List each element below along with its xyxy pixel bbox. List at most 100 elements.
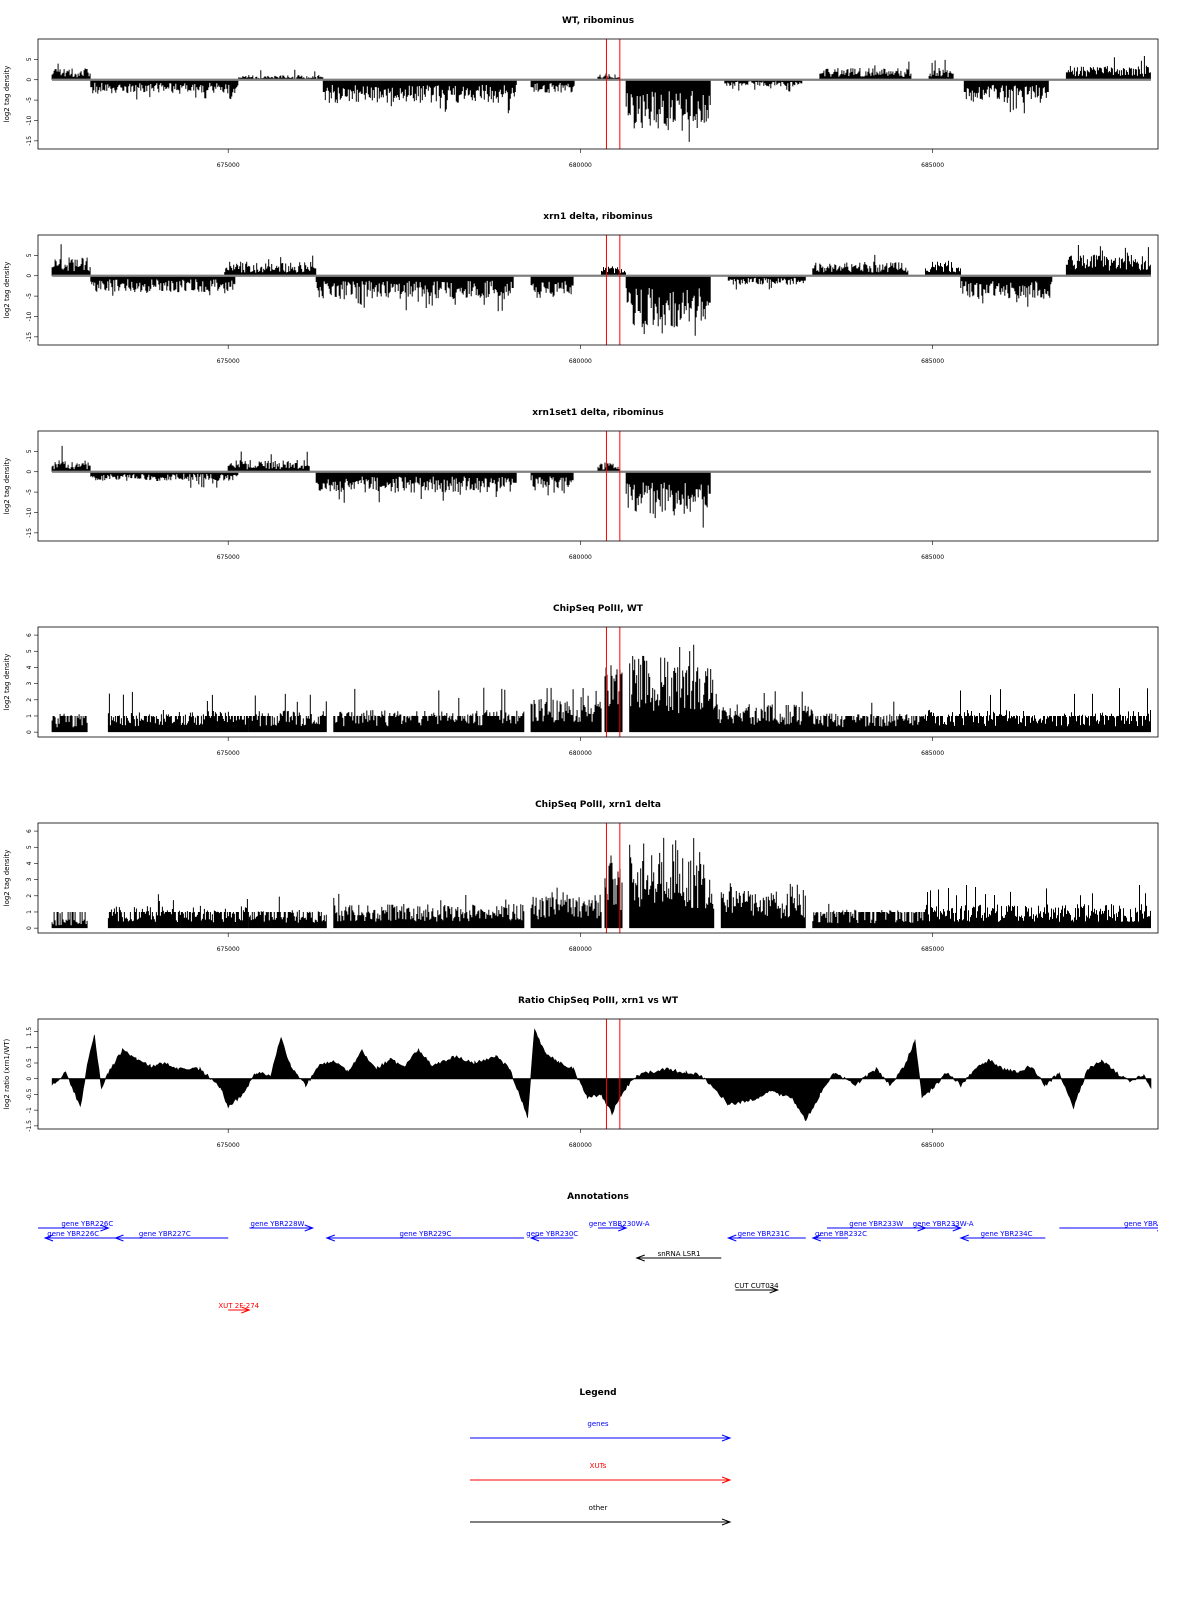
y-tick-label: 1 bbox=[26, 910, 33, 914]
legend-label: genes bbox=[587, 1420, 608, 1428]
x-tick-label: 680000 bbox=[569, 554, 592, 561]
feature-label: gene YBR227C bbox=[139, 1230, 191, 1238]
y-tick-label: -15 bbox=[26, 332, 33, 342]
density-bars-7 bbox=[625, 275, 711, 336]
x-tick-label: 675000 bbox=[217, 554, 240, 561]
y-tick-label: 4 bbox=[26, 861, 33, 865]
chip-bars-4 bbox=[333, 893, 525, 929]
y-axis-label: log2 ratio (xrn1/WT) bbox=[3, 1038, 11, 1109]
density-bars-12 bbox=[1065, 245, 1151, 276]
x-tick-label: 675000 bbox=[217, 358, 240, 365]
chip-bars-7 bbox=[629, 837, 715, 929]
density-bars-5 bbox=[530, 275, 574, 298]
density-bars-11 bbox=[960, 275, 1053, 307]
arrowhead-icon bbox=[618, 1224, 628, 1232]
density-bars-7 bbox=[625, 79, 711, 142]
y-tick-label: 6 bbox=[26, 633, 33, 637]
panel-title: WT, ribominus bbox=[562, 16, 634, 26]
density-bars-5 bbox=[530, 79, 575, 93]
plot-frame bbox=[37, 1018, 1159, 1130]
chip-bars-10 bbox=[925, 688, 1151, 733]
x-tick-label: 685000 bbox=[921, 750, 944, 757]
y-tick-label: 6 bbox=[26, 829, 33, 833]
x-tick-label: 685000 bbox=[921, 358, 944, 365]
ratio-area bbox=[51, 1028, 1152, 1122]
y-tick-label: -5 bbox=[26, 293, 33, 299]
arrowhead-icon bbox=[769, 1286, 780, 1294]
y-tick-label: -10 bbox=[26, 311, 33, 321]
panel-1: WT, ribominus log2 tag density 5 0 -5 -10 -15 6… bbox=[3, 16, 1159, 169]
y-axis-label: log2 tag density bbox=[3, 654, 11, 711]
y-tick-label: 5 bbox=[26, 649, 33, 653]
arrowhead-icon bbox=[917, 1224, 927, 1232]
panel-5: ChipSeq PolII, xrn1 delta log2 tag densit… bbox=[3, 800, 1159, 953]
density-bars-9 bbox=[819, 61, 912, 80]
x-tick-label: 685000 bbox=[921, 946, 944, 953]
y-axis-label: log2 tag density bbox=[3, 458, 11, 515]
panel-6: Ratio ChipSeq PolII, xrn1 vs WT log2 rati… bbox=[3, 996, 1159, 1149]
x-tick-label: 680000 bbox=[569, 358, 592, 365]
feature-label: XUT 2F-274 bbox=[218, 1302, 259, 1310]
x-tick-label: 675000 bbox=[217, 750, 240, 757]
chip-bars-9 bbox=[812, 701, 926, 733]
density-bars-8 bbox=[727, 275, 806, 290]
density-bars-4 bbox=[315, 471, 517, 503]
x-tick-label: 675000 bbox=[217, 162, 240, 169]
arrowhead-icon bbox=[100, 1224, 110, 1232]
density-bars-11 bbox=[963, 79, 1049, 114]
chip-bars-7 bbox=[629, 644, 715, 733]
y-tick-label: -1 bbox=[26, 1107, 33, 1113]
chip-bars-2 bbox=[107, 894, 249, 929]
plot-frame bbox=[37, 430, 1159, 542]
chip-bars-5 bbox=[530, 887, 602, 929]
y-tick-label: 5 bbox=[26, 449, 33, 453]
chip-bars-6 bbox=[604, 665, 623, 733]
feature-label: gene YBR226C bbox=[61, 1220, 113, 1228]
arrowhead-icon bbox=[721, 1434, 732, 1442]
feature-label: gene YBR233W-A bbox=[913, 1220, 974, 1228]
density-bars-2 bbox=[90, 471, 239, 488]
x-tick-label: 685000 bbox=[921, 554, 944, 561]
y-tick-label: -5 bbox=[26, 489, 33, 495]
chip-bars-1 bbox=[51, 912, 88, 929]
density-bars-8 bbox=[724, 79, 803, 92]
feature-label: gene YBR226C bbox=[47, 1230, 99, 1238]
feature-label: gene YBR231C bbox=[738, 1230, 790, 1238]
y-tick-label: 1 bbox=[26, 714, 33, 718]
density-bars-4 bbox=[315, 275, 514, 312]
density-bars-6 bbox=[601, 266, 626, 276]
y-tick-label: -0.5 bbox=[26, 1088, 33, 1100]
x-tick-label: 675000 bbox=[217, 946, 240, 953]
y-tick-label: -5 bbox=[26, 97, 33, 103]
panel-title: xrn1 delta, ribominus bbox=[543, 212, 652, 222]
feature-label: gene YBR230W-A bbox=[589, 1220, 650, 1228]
arrowhead-icon bbox=[721, 1518, 732, 1526]
feature-label: gene YBR235W bbox=[1124, 1220, 1178, 1228]
y-tick-label: 0 bbox=[26, 926, 33, 930]
arrowhead-icon bbox=[811, 1234, 822, 1242]
density-bars-3 bbox=[227, 451, 310, 472]
panel-3: xrn1set1 delta, ribominus log2 tag densit… bbox=[3, 408, 1159, 561]
panel-2: xrn1 delta, ribominus log2 tag density 5 0 -… bbox=[3, 212, 1159, 365]
y-tick-label: -15 bbox=[26, 528, 33, 538]
x-tick-label: 675000 bbox=[217, 1142, 240, 1149]
y-tick-label: 5 bbox=[26, 845, 33, 849]
x-tick-label: 680000 bbox=[569, 162, 592, 169]
density-bars-10 bbox=[928, 59, 954, 80]
arrowhead-icon bbox=[1156, 1224, 1158, 1232]
feature-label: gene YBR229C bbox=[399, 1230, 451, 1238]
y-tick-label: -10 bbox=[26, 507, 33, 517]
chip-bars-2 bbox=[107, 691, 249, 733]
plot-frame bbox=[37, 822, 1159, 934]
arrowhead-icon bbox=[529, 1234, 540, 1242]
density-bars-1 bbox=[51, 445, 91, 472]
chip-bars-10 bbox=[925, 885, 1151, 929]
chip-bars-3 bbox=[248, 896, 327, 929]
x-tick-label: 680000 bbox=[569, 946, 592, 953]
y-tick-label: 0 bbox=[26, 1077, 33, 1081]
annotations-title: Annotations bbox=[567, 1192, 629, 1202]
y-tick-label: 2 bbox=[26, 894, 33, 898]
y-tick-label: 5 bbox=[26, 253, 33, 257]
legend: Legend genes XUTs other bbox=[470, 1388, 732, 1526]
legend-label: XUTs bbox=[590, 1462, 607, 1470]
